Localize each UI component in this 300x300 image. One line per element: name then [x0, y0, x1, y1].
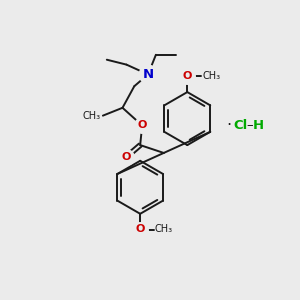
Text: O: O: [183, 71, 192, 81]
Text: H: H: [253, 119, 264, 132]
Text: O: O: [136, 224, 145, 235]
Text: –: –: [246, 119, 253, 132]
Text: CH₃: CH₃: [155, 224, 173, 235]
Text: CH₃: CH₃: [83, 111, 101, 121]
Text: N: N: [142, 68, 154, 81]
Text: ·: ·: [226, 118, 231, 133]
Text: CH₃: CH₃: [202, 71, 220, 81]
Text: Cl: Cl: [233, 119, 248, 132]
Text: O: O: [137, 121, 147, 130]
Text: O: O: [122, 152, 131, 162]
